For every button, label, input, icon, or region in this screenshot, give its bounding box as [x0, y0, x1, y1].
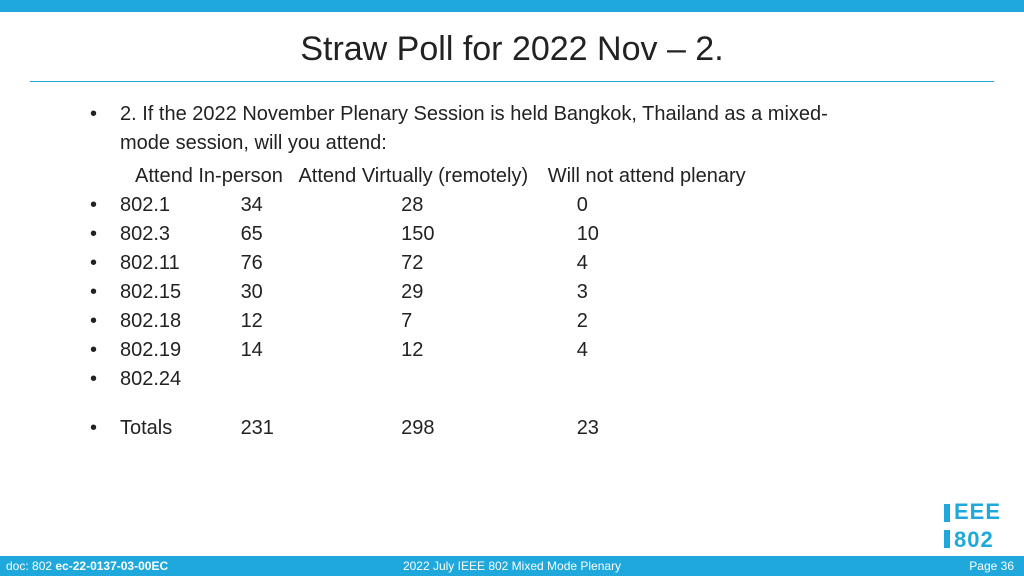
cell-in-person: 12 — [241, 307, 396, 336]
cell-virtual: 28 — [401, 191, 571, 220]
top-accent-bar — [0, 0, 1024, 12]
header-in-person: Attend In-person — [135, 162, 283, 191]
cell-in-person: 34 — [241, 191, 396, 220]
cell-in-person: 65 — [241, 220, 396, 249]
cell-in-person: 30 — [241, 278, 396, 307]
footer-center: 2022 July IEEE 802 Mixed Mode Plenary — [403, 559, 621, 573]
totals-not-attend: 23 — [577, 414, 697, 443]
cell-not-attend: 4 — [577, 336, 697, 365]
poll-question: 2. If the 2022 November Plenary Session … — [90, 100, 850, 158]
ieee-802-logo: EEE 802 — [944, 502, 1002, 550]
cell-not-attend: 10 — [577, 220, 697, 249]
logo-bar-icon — [944, 504, 950, 522]
table-row: 802.15 30 29 3 — [90, 278, 964, 307]
cell-group: 802.24 — [120, 365, 235, 394]
cell-in-person: 14 — [241, 336, 396, 365]
cell-not-attend: 0 — [577, 191, 697, 220]
cell-group: 802.1 — [120, 191, 235, 220]
cell-group: 802.11 — [120, 249, 235, 278]
column-headers: Attend In-person Attend Virtually (remot… — [90, 162, 964, 191]
totals-label: Totals — [120, 414, 235, 443]
cell-in-person: 76 — [241, 249, 396, 278]
cell-virtual: 29 — [401, 278, 571, 307]
cell-not-attend: 2 — [577, 307, 697, 336]
header-not-attend: Will not attend plenary — [548, 162, 746, 191]
cell-virtual: 72 — [401, 249, 571, 278]
cell-virtual: 150 — [401, 220, 571, 249]
table-row: 802.11 76 72 4 — [90, 249, 964, 278]
logo-text-bottom: 802 — [954, 527, 994, 553]
footer-doc-prefix: doc: 802 — [6, 559, 55, 573]
cell-group: 802.18 — [120, 307, 235, 336]
totals-virtual: 298 — [401, 414, 571, 443]
logo-bar-icon — [944, 530, 950, 548]
page-title: Straw Poll for 2022 Nov – 2. — [0, 30, 1024, 69]
table-row: 802.3 65 150 10 — [90, 220, 964, 249]
cell-group: 802.15 — [120, 278, 235, 307]
cell-virtual: 12 — [401, 336, 571, 365]
cell-not-attend: 4 — [577, 249, 697, 278]
footer-page: Page 36 — [969, 559, 1024, 573]
title-underline — [30, 81, 994, 82]
cell-group: 802.19 — [120, 336, 235, 365]
table-row: 802.19 14 12 4 — [90, 336, 964, 365]
table-row: 802.18 12 7 2 — [90, 307, 964, 336]
footer-doc: doc: 802 ec-22-0137-03-00EC — [0, 559, 168, 573]
footer-bar: doc: 802 ec-22-0137-03-00EC 2022 July IE… — [0, 556, 1024, 576]
spacer — [90, 394, 964, 414]
footer-doc-id: ec-22-0137-03-00EC — [55, 559, 168, 573]
header-virtual: Attend Virtually (remotely) — [298, 162, 528, 191]
totals-in-person: 231 — [241, 414, 396, 443]
totals-row: Totals 231 298 23 — [90, 414, 964, 443]
cell-virtual: 7 — [401, 307, 571, 336]
table-row: 802.1 34 28 0 — [90, 191, 964, 220]
content-area: 2. If the 2022 November Plenary Session … — [0, 100, 1024, 443]
cell-group: 802.3 — [120, 220, 235, 249]
table-row: 802.24 — [90, 365, 964, 394]
logo-text-top: EEE — [954, 499, 1001, 525]
cell-not-attend: 3 — [577, 278, 697, 307]
